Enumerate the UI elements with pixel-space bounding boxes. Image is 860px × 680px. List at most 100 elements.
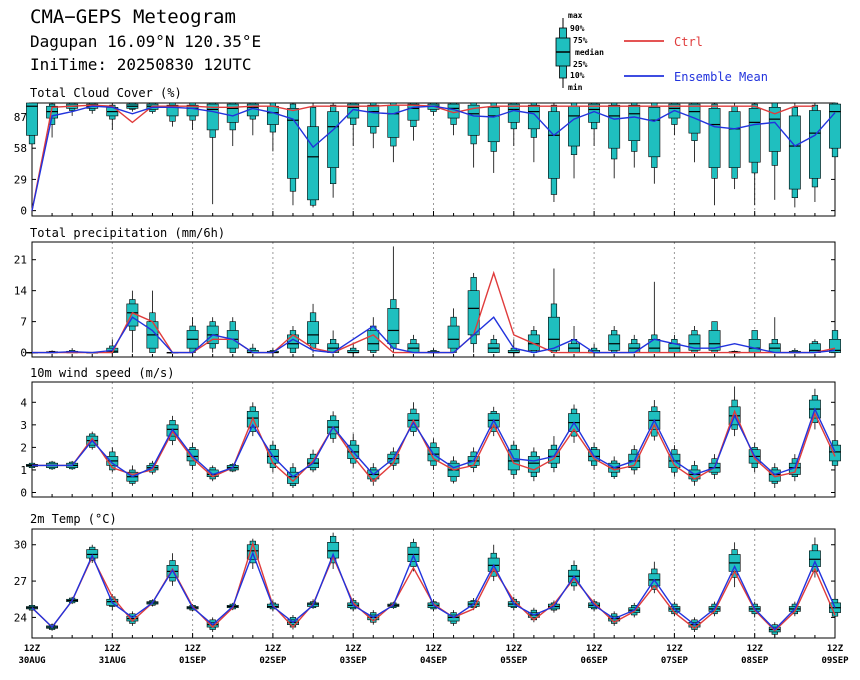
box-26 bbox=[548, 436, 560, 473]
ensemble-mean-line bbox=[31, 105, 836, 211]
x-hour-label: 12Z bbox=[24, 644, 41, 654]
ctrl-line bbox=[31, 541, 836, 632]
box-p25-p75 bbox=[447, 325, 460, 349]
x-hour-label: 12Z bbox=[345, 644, 362, 654]
box-p25-p75 bbox=[507, 103, 520, 123]
box-p25-p75 bbox=[809, 110, 821, 179]
box-p25-p75 bbox=[788, 115, 801, 190]
y-tick-label: 24 bbox=[14, 611, 28, 624]
box-10 bbox=[226, 317, 239, 353]
box-p25-p75 bbox=[628, 104, 641, 141]
x-hour-label: 12Z bbox=[827, 644, 844, 654]
box-24 bbox=[507, 440, 520, 479]
x-hour-label: 12Z bbox=[506, 644, 523, 654]
x-date-label: 08SEP bbox=[741, 656, 769, 666]
box-25 bbox=[527, 447, 540, 482]
x-date-label: 03SEP bbox=[340, 656, 368, 666]
box-35 bbox=[728, 542, 741, 588]
box-5 bbox=[126, 102, 139, 112]
box-p25-p75 bbox=[829, 103, 841, 149]
y-tick-label: 1 bbox=[20, 464, 27, 477]
box-22 bbox=[467, 102, 480, 168]
box-37 bbox=[768, 317, 781, 353]
y-tick-label: 30 bbox=[14, 539, 27, 552]
box-0 bbox=[26, 102, 38, 179]
box-13 bbox=[287, 463, 299, 488]
box-25 bbox=[527, 102, 540, 163]
box-39 bbox=[809, 103, 821, 203]
legend-box-label: 25% bbox=[573, 60, 588, 69]
box-p25-p75 bbox=[206, 103, 219, 131]
x-date-label: 01SEP bbox=[179, 656, 207, 666]
box-20 bbox=[427, 102, 440, 116]
box-38 bbox=[788, 103, 801, 208]
panel-title: Total precipitation (mm/6h) bbox=[30, 226, 225, 240]
box-28 bbox=[588, 343, 601, 354]
y-tick-label: 87 bbox=[14, 111, 27, 124]
ctrl-line bbox=[32, 409, 836, 483]
box-p25-p75 bbox=[266, 105, 279, 125]
page-title: CMA−GEPS Meteogram bbox=[30, 6, 236, 28]
x-hour-label: 12Z bbox=[747, 644, 764, 654]
box-26 bbox=[548, 103, 560, 203]
box-p25-p75 bbox=[648, 107, 661, 158]
box-31 bbox=[648, 561, 661, 594]
box-24 bbox=[507, 339, 520, 354]
box-40 bbox=[829, 436, 841, 470]
legend-box-label: min bbox=[568, 82, 583, 92]
legend-box-label: median bbox=[575, 47, 604, 57]
box-11 bbox=[246, 343, 259, 354]
ensemble-mean-line bbox=[31, 551, 836, 631]
box-p25-p75 bbox=[387, 104, 400, 138]
box-p25-p75 bbox=[608, 334, 621, 351]
legend-ctrl-label: Ctrl bbox=[674, 35, 703, 49]
box-p25-p75 bbox=[467, 290, 480, 336]
box-p25-p75 bbox=[548, 111, 560, 179]
box-21 bbox=[447, 308, 460, 353]
y-tick-label: 27 bbox=[14, 575, 27, 588]
panel-title: 10m wind speed (m/s) bbox=[30, 366, 175, 380]
box-p25-p75 bbox=[307, 126, 319, 201]
x-hour-label: 12Z bbox=[184, 644, 201, 654]
box-p25-p75 bbox=[166, 104, 179, 117]
box-22 bbox=[467, 272, 480, 353]
box-24 bbox=[507, 102, 520, 147]
box-p25-p75 bbox=[527, 334, 540, 351]
box-p25-p75 bbox=[467, 104, 480, 136]
box-30 bbox=[628, 102, 641, 168]
y-tick-label: 29 bbox=[14, 173, 27, 186]
y-tick-label: 2 bbox=[20, 441, 27, 454]
legend-box-label: 75% bbox=[573, 36, 588, 45]
x-date-label: 04SEP bbox=[420, 656, 448, 666]
box-9 bbox=[206, 102, 219, 205]
x-date-label: 02SEP bbox=[259, 656, 287, 666]
location-label: Dagupan 16.09°N 120.35°E bbox=[30, 32, 262, 51]
box-p25-p75 bbox=[26, 102, 38, 136]
box-p25-p75 bbox=[708, 330, 721, 351]
box-32 bbox=[668, 334, 681, 353]
x-date-label: 31AUG bbox=[99, 656, 126, 666]
box-17 bbox=[367, 102, 380, 149]
x-hour-label: 12Z bbox=[265, 644, 282, 654]
box-5 bbox=[126, 290, 139, 353]
box-26 bbox=[548, 268, 560, 353]
init-time-label: IniTime: 20250830 12UTC bbox=[30, 55, 252, 74]
ensemble-mean-line bbox=[32, 407, 836, 478]
box-p25-p75 bbox=[367, 104, 380, 127]
box-p25-p75 bbox=[527, 456, 540, 473]
y-tick-label: 7 bbox=[20, 316, 27, 329]
box-21 bbox=[447, 102, 460, 136]
y-tick-label: 58 bbox=[14, 142, 27, 155]
box-p25-p75 bbox=[809, 550, 821, 567]
box-18 bbox=[387, 246, 400, 353]
box-23 bbox=[487, 334, 500, 353]
box-40 bbox=[829, 102, 841, 179]
legend-box-label: 10% bbox=[570, 71, 585, 80]
box-p25-p75 bbox=[548, 316, 560, 351]
box-35 bbox=[728, 103, 741, 190]
box-29 bbox=[608, 102, 621, 179]
box-p25-p75 bbox=[287, 108, 299, 179]
y-tick-label: 0 bbox=[20, 347, 27, 360]
